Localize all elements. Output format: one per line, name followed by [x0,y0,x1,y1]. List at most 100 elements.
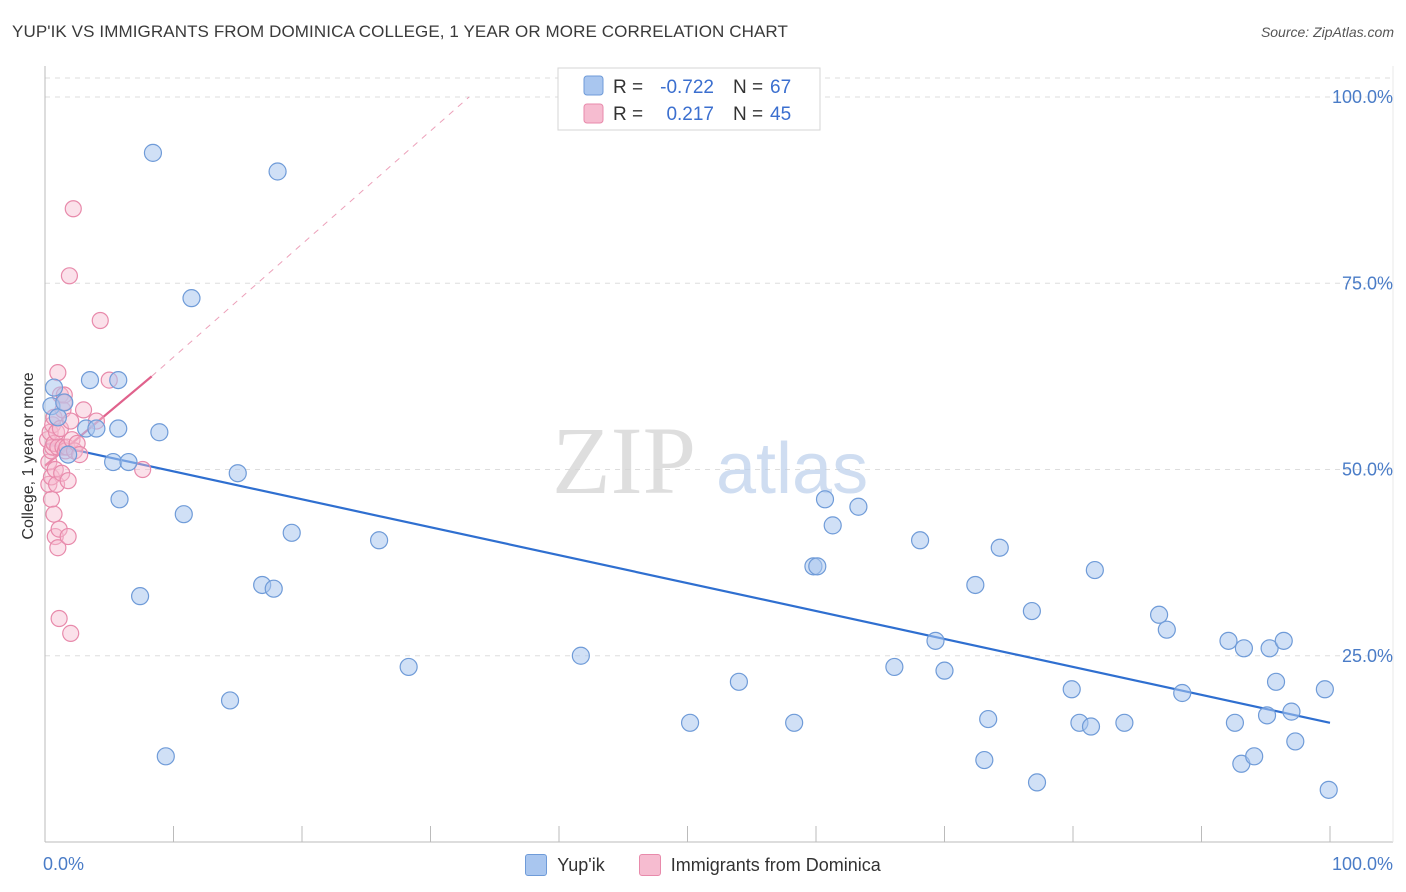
point-yupik [1319,780,1338,799]
series-yupik [42,143,1338,799]
point-yupik [935,661,954,680]
point-yupik [1266,672,1286,691]
watermark: ZIP atlas [552,407,868,514]
legend-n-label-2: N = [733,104,763,125]
axis-layer [44,66,1394,843]
point-yupik [55,393,74,412]
point-yupik [815,490,835,509]
point-dominica [74,401,93,419]
point-yupik [130,587,150,606]
point-dominica [64,200,82,218]
legend-n-value-1: 67 [770,77,791,98]
point-dominica [91,311,109,330]
point-yupik [104,452,123,472]
point-yupik [1085,560,1104,580]
point-dominica [49,539,67,557]
bottom-legend-label-dominica: Immigrants from Dominica [670,854,881,875]
point-dominica [59,527,77,546]
point-yupik [1257,706,1277,725]
point-dominica [60,267,79,285]
point-yupik [1274,631,1293,650]
bottom-legend-swatch-yupik [525,854,548,876]
legend-swatch-yupik [583,75,604,96]
point-yupik [182,289,201,308]
point-yupik [1286,732,1305,751]
point-yupik [399,657,418,677]
point-yupik [1173,683,1192,703]
point-yupik [808,557,827,576]
point-yupik [1081,717,1101,736]
legend-r-value-2: 0.217 [666,104,714,125]
bottom-legend-yupik: Yup'ik [525,854,605,876]
grid-layer [45,77,1393,657]
point-yupik [143,143,163,162]
legend-swatch-dominica [583,103,604,124]
point-yupik [220,691,240,710]
point-yupik [44,378,64,397]
point-yupik [966,575,985,595]
point-yupik [1219,631,1238,650]
point-yupik [975,750,994,770]
point-yupik [1260,639,1279,658]
point-yupik [110,490,129,509]
point-yupik [119,452,138,472]
bottom-legend-dominica: Immigrants from Dominica [638,854,881,876]
bottom-legend-swatch-dominica [638,854,661,876]
point-yupik [1225,713,1245,732]
point-yupik [1149,605,1169,624]
point-yupik [990,538,1009,557]
point-dominica [42,490,61,508]
point-dominica [134,460,152,479]
trendline-dominica-extension [151,96,470,377]
point-yupik [910,531,930,550]
point-yupik [80,371,100,390]
point-dominica [59,472,77,490]
point-dominica [50,609,68,628]
y-tick-label: 50.0% [1342,460,1393,480]
x-tick-label-max: 100.0% [1332,854,1393,874]
point-yupik [885,657,904,677]
source-credit: Source: ZipAtlas.com [1260,24,1394,40]
point-yupik [1245,747,1264,766]
legend-n-label-1: N = [733,77,763,98]
point-yupik [785,713,804,732]
legend-n-value-2: 45 [770,104,791,125]
point-yupik [109,371,128,390]
point-yupik [1315,680,1334,699]
point-yupik [109,419,128,438]
point-yupik [1062,680,1081,699]
y-tick-label: 25.0% [1342,646,1393,666]
watermark-atlas: atlas [716,429,868,509]
point-yupik [150,423,169,442]
point-yupik [926,631,945,650]
point-yupik [823,516,842,535]
chart-title: YUP'IK VS IMMIGRANTS FROM DOMINICA COLLE… [12,22,788,41]
point-dominica [45,505,63,523]
legend-r-label-1: R = [613,77,643,98]
trendline-yupik [44,442,1331,724]
bottom-legend-label-yupik: Yup'ik [557,854,605,875]
y-tick-label: 100.0% [1332,87,1393,107]
legend: R = -0.722 N = 67 R = 0.217 N = 45 [557,67,821,131]
point-yupik [571,646,590,665]
point-yupik [268,162,287,181]
point-yupik [1027,773,1047,792]
point-dominica [62,624,80,643]
legend-r-value-1: -0.722 [660,77,714,98]
point-yupik [370,531,389,550]
point-yupik [1022,601,1041,621]
point-yupik [1282,702,1301,721]
point-yupik [174,505,193,524]
point-yupik [228,464,247,483]
point-yupik [729,672,749,691]
point-yupik [87,419,106,438]
bottom-legend: Yup'ik Immigrants from Dominica [0,852,1406,878]
point-yupik [680,713,700,732]
point-yupik [1115,713,1134,732]
x-tick-label-min: 0.0% [43,854,84,874]
point-yupik [156,747,175,766]
y-axis-label: College, 1 year or more [20,372,37,539]
point-yupik [1234,639,1254,658]
point-dominica [49,364,67,382]
